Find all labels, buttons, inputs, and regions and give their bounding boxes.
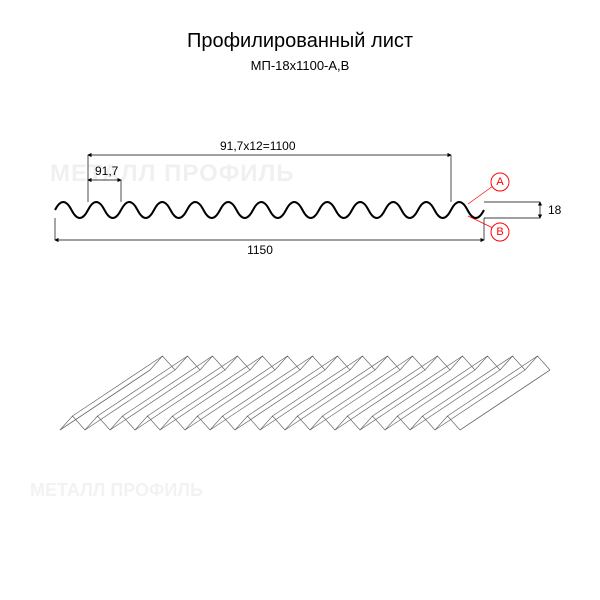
dimension-height: 18	[484, 202, 562, 218]
dimension-overall-width: 1150	[55, 240, 484, 257]
label-a: A	[468, 173, 509, 204]
svg-text:18: 18	[548, 203, 562, 217]
isometric-sheet	[60, 356, 550, 430]
svg-text:91,7х12=1100: 91,7х12=1100	[220, 139, 296, 153]
svg-text:A: A	[496, 176, 504, 188]
label-b: B	[468, 216, 509, 241]
svg-text:91,7: 91,7	[95, 164, 119, 178]
svg-text:1150: 1150	[247, 243, 273, 257]
svg-text:B: B	[496, 226, 503, 238]
dimension-pitch: 91,7	[88, 164, 121, 180]
dimension-top-span: 91,7х12=1100	[88, 139, 451, 155]
extension-lines	[55, 155, 484, 240]
profile-cross-section	[55, 202, 484, 218]
drawing-canvas: 91,7х12=1100 91,7 1150 18 A B	[0, 0, 600, 600]
